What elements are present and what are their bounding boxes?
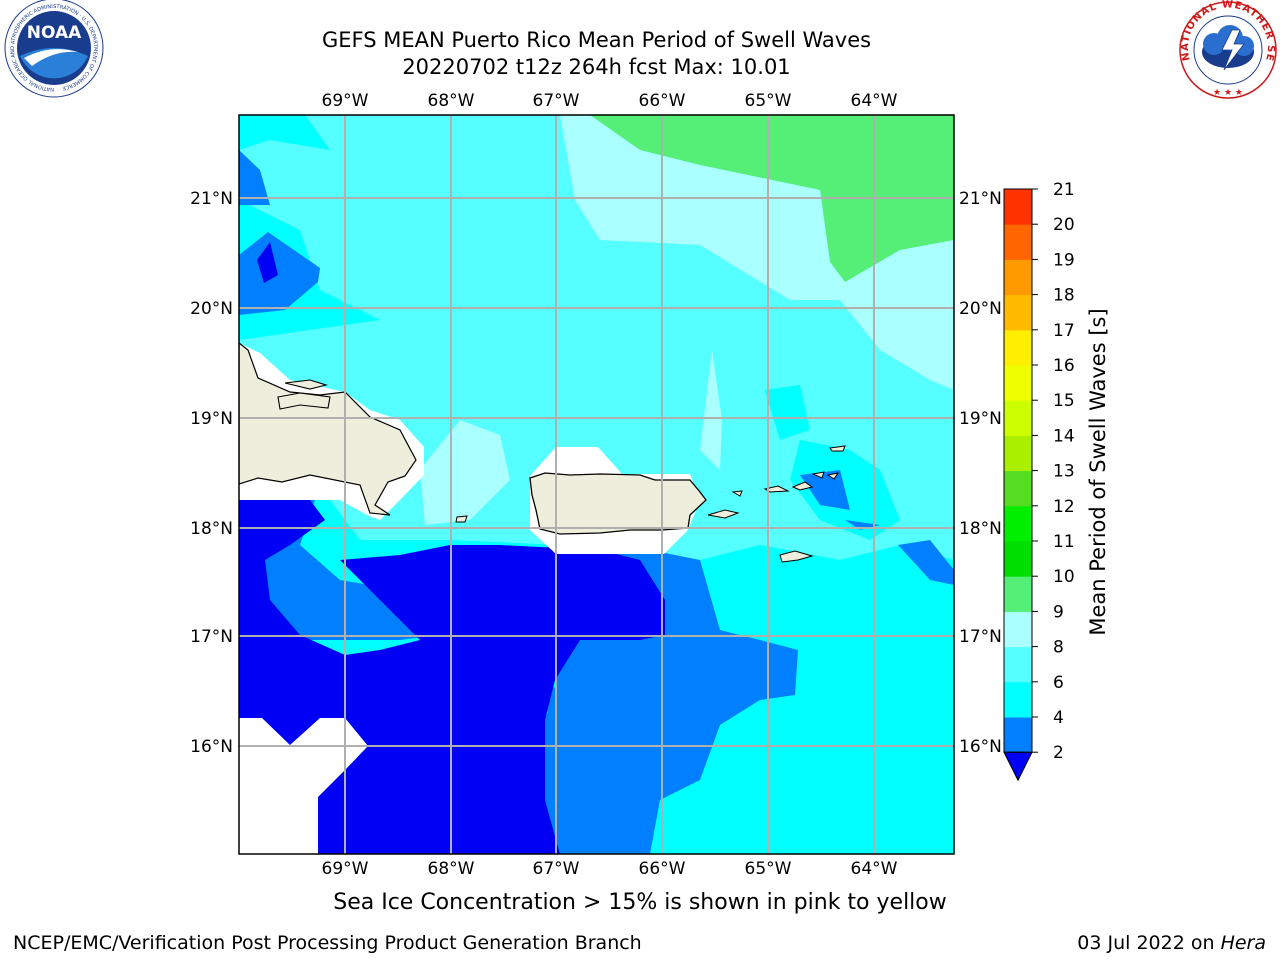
colorbar-tick-label: 20 [1053, 215, 1075, 235]
lon-label-bottom: 69°W [322, 859, 369, 879]
lon-label-bottom: 64°W [851, 859, 898, 879]
lon-label-bottom: 66°W [639, 859, 686, 879]
colorbar-segment [1004, 435, 1032, 472]
colorbar-tick-label: 10 [1053, 567, 1075, 587]
colorbar-extend-triangle [1003, 751, 1033, 782]
colorbar-tick-label: 15 [1053, 391, 1075, 411]
colorbar-tick-label: 9 [1053, 602, 1064, 622]
colorbar-segment [1004, 189, 1032, 225]
lat-label-right: 20°N [959, 299, 1002, 319]
lat-label-left: 17°N [190, 627, 233, 647]
colorbar-segment [1004, 541, 1032, 577]
colorbar-tick-label: 16 [1053, 356, 1075, 376]
sea-ice-note: Sea Ice Concentration > 15% is shown in … [333, 890, 947, 915]
lat-label-left: 21°N [190, 189, 233, 209]
footer-date: 03 Jul 2022 on Hera [1077, 932, 1266, 954]
swell-period-field [239, 115, 954, 854]
colorbar-segment [1004, 646, 1032, 683]
lon-label-top: 67°W [533, 91, 580, 111]
colorbar: 2 4 6 8 9 10 11 12 13 14 15 16 17 18 19 20 21 [1003, 180, 1075, 782]
lat-label-right: 17°N [959, 627, 1002, 647]
lon-label-top: 68°W [428, 91, 475, 111]
lon-label-bottom: 65°W [745, 859, 792, 879]
colorbar-title: Mean Period of Swell Waves [s] [1086, 308, 1110, 635]
lon-label-bottom: 67°W [533, 859, 580, 879]
lat-label-right: 16°N [959, 737, 1002, 757]
colorbar-tick-label: 8 [1053, 638, 1064, 658]
chart-title: GEFS MEAN Puerto Rico Mean Period of Swe… [321, 28, 872, 52]
lon-label-top: 69°W [322, 91, 369, 111]
colorbar-tick-label: 4 [1053, 708, 1064, 728]
footer-date-text: 03 Jul 2022 on [1077, 932, 1221, 954]
colorbar-tick-label: 12 [1053, 497, 1075, 517]
map-frame [238, 114, 955, 855]
nws-logo: NATIONAL WEATHER SERVICE ★ ★ ★ [1178, 0, 1277, 99]
colorbar-tick-label: 18 [1053, 286, 1075, 306]
colorbar-tick-label: 13 [1053, 462, 1075, 482]
noaa-logo: NOAA NATIONAL OCEANIC AND ATMOSPHERIC AD… [4, 0, 104, 98]
lon-label-bottom: 68°W [428, 859, 475, 879]
colorbar-segment [1004, 576, 1032, 612]
colorbar-segment [1004, 681, 1032, 718]
colorbar-segment [1004, 259, 1032, 296]
lon-label-top: 65°W [745, 91, 792, 111]
colorbar-segment [1004, 365, 1032, 401]
footer-host: Hera [1220, 932, 1266, 954]
colorbar-segment [1004, 329, 1032, 366]
lat-label-left: 16°N [190, 737, 233, 757]
colorbar-tick-label: 21 [1053, 180, 1075, 200]
colorbar-segment [1004, 505, 1032, 542]
noaa-logo-text: NOAA [27, 23, 82, 43]
lat-label-right: 18°N [959, 519, 1002, 539]
colorbar-tick-label: 11 [1053, 532, 1075, 552]
colorbar-segment [1004, 717, 1032, 753]
colorbar-segment [1004, 294, 1032, 331]
lat-label-right: 21°N [959, 189, 1002, 209]
colorbar-segment [1004, 611, 1032, 648]
colorbar-tick-label: 17 [1053, 321, 1075, 341]
colorbar-segment [1004, 224, 1032, 260]
colorbar-segment [1004, 400, 1032, 436]
colorbar-segment [1004, 470, 1032, 507]
lat-label-left: 18°N [190, 519, 233, 539]
lat-label-right: 19°N [959, 409, 1002, 429]
chart-subtitle: 20220702 t12z 264h fcst Max: 10.01 [402, 55, 791, 79]
lon-label-top: 66°W [639, 91, 686, 111]
footer-credit: NCEP/EMC/Verification Post Processing Pr… [13, 932, 642, 954]
lat-label-left: 19°N [190, 409, 233, 429]
svg-text:★ ★ ★: ★ ★ ★ [1213, 88, 1243, 98]
colorbar-tick-label: 6 [1053, 673, 1064, 693]
graticule [239, 115, 954, 854]
colorbar-tick-label: 14 [1053, 426, 1075, 446]
colorbar-tick-label: 2 [1053, 743, 1064, 763]
colorbar-tick-label: 19 [1053, 250, 1075, 270]
lat-label-left: 20°N [190, 299, 233, 319]
lon-label-top: 64°W [851, 91, 898, 111]
